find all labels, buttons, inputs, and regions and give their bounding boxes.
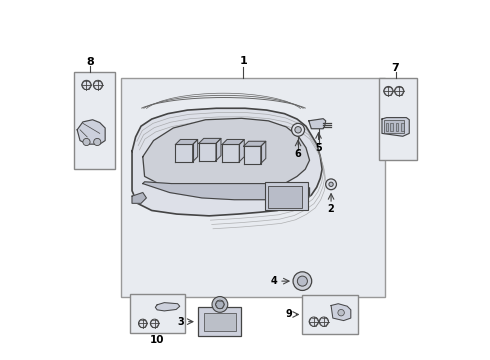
Polygon shape bbox=[143, 182, 310, 200]
Circle shape bbox=[338, 310, 344, 316]
Polygon shape bbox=[382, 118, 409, 136]
Polygon shape bbox=[175, 144, 193, 162]
Circle shape bbox=[326, 179, 337, 190]
Text: 8: 8 bbox=[86, 57, 94, 67]
Polygon shape bbox=[77, 120, 105, 144]
Circle shape bbox=[212, 297, 228, 312]
Text: 6: 6 bbox=[294, 149, 301, 159]
Circle shape bbox=[94, 138, 101, 145]
Circle shape bbox=[293, 272, 312, 291]
Bar bbox=[122, 78, 385, 297]
Bar bbox=[401, 123, 403, 131]
Bar bbox=[129, 294, 185, 333]
Bar bbox=[198, 307, 242, 336]
Bar bbox=[265, 182, 308, 211]
Bar bbox=[395, 123, 398, 131]
Polygon shape bbox=[244, 141, 266, 146]
Polygon shape bbox=[132, 193, 147, 203]
Circle shape bbox=[384, 86, 393, 96]
Text: 9: 9 bbox=[285, 310, 292, 319]
Polygon shape bbox=[132, 108, 322, 216]
Polygon shape bbox=[193, 139, 197, 162]
Text: 5: 5 bbox=[315, 143, 322, 153]
Circle shape bbox=[139, 319, 147, 328]
Polygon shape bbox=[222, 139, 245, 144]
Circle shape bbox=[150, 319, 159, 328]
Bar bbox=[302, 295, 358, 334]
Polygon shape bbox=[244, 146, 261, 163]
Circle shape bbox=[83, 138, 90, 145]
Bar bbox=[390, 123, 393, 131]
Text: 4: 4 bbox=[270, 276, 277, 286]
Circle shape bbox=[319, 317, 329, 326]
Circle shape bbox=[82, 80, 91, 90]
Bar bbox=[384, 121, 404, 133]
Polygon shape bbox=[143, 118, 310, 192]
Circle shape bbox=[329, 182, 333, 186]
Polygon shape bbox=[175, 139, 197, 144]
Polygon shape bbox=[222, 144, 239, 162]
Text: 10: 10 bbox=[150, 334, 164, 345]
Text: 7: 7 bbox=[392, 63, 399, 73]
Circle shape bbox=[216, 300, 224, 309]
Polygon shape bbox=[261, 141, 266, 163]
Circle shape bbox=[309, 317, 318, 326]
Bar bbox=[269, 186, 302, 208]
Polygon shape bbox=[216, 138, 221, 161]
Bar bbox=[204, 313, 236, 330]
Circle shape bbox=[394, 86, 404, 96]
Polygon shape bbox=[239, 139, 245, 162]
Polygon shape bbox=[199, 138, 221, 143]
Bar bbox=[74, 72, 115, 169]
Circle shape bbox=[292, 123, 304, 136]
Polygon shape bbox=[331, 304, 351, 320]
Circle shape bbox=[93, 80, 102, 90]
Bar bbox=[379, 78, 417, 160]
Polygon shape bbox=[309, 119, 326, 129]
Polygon shape bbox=[199, 143, 216, 161]
Text: 3: 3 bbox=[178, 317, 185, 327]
Polygon shape bbox=[155, 303, 180, 311]
Text: 1: 1 bbox=[239, 55, 247, 66]
Bar bbox=[386, 123, 389, 131]
Circle shape bbox=[295, 127, 301, 133]
Text: 2: 2 bbox=[328, 204, 335, 214]
Circle shape bbox=[297, 276, 307, 286]
